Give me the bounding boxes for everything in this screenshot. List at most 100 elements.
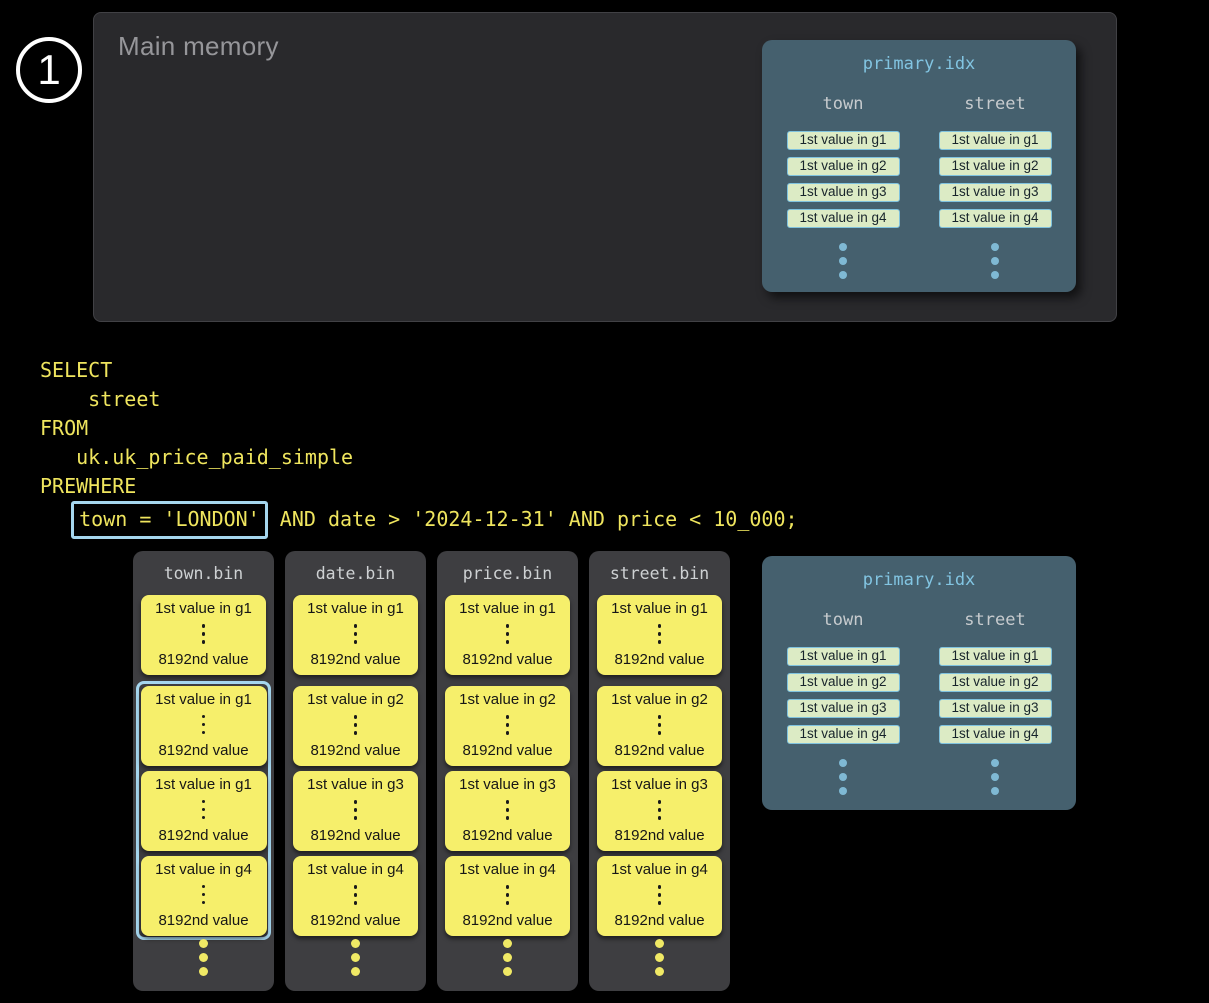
bin-column-town: town.bin 1st value in g1 8192nd value 1s… — [133, 551, 274, 991]
primary-idx-town-column: town 1st value in g1 1st value in g2 1st… — [786, 94, 900, 279]
granule-stack: 1st value in g1 8192nd value 1st value i… — [136, 595, 271, 940]
primary-idx-title: primary.idx — [862, 54, 976, 74]
ellipsis-dots-icon — [657, 624, 662, 644]
column-header-town: town — [822, 610, 864, 630]
index-mark-chip: 1st value in g4 — [938, 725, 1052, 744]
index-mark-chip: 1st value in g1 — [938, 647, 1052, 666]
granule-last-value: 8192nd value — [614, 827, 705, 844]
granule-first-value: 1st value in g2 — [459, 691, 556, 708]
granule-first-value: 1st value in g3 — [307, 776, 404, 793]
sql-line: PREWHERE — [40, 474, 137, 498]
bin-column-title: price.bin — [462, 564, 553, 583]
granule-first-value: 1st value in g1 — [611, 600, 708, 617]
granule-last-value: 8192nd value — [462, 651, 553, 668]
ellipsis-dots-icon — [839, 759, 847, 795]
granule-first-value: 1st value in g4 — [155, 860, 252, 878]
index-mark-chip: 1st value in g3 — [786, 183, 900, 202]
granule-first-value: 1st value in g1 — [459, 600, 556, 617]
granule-block: 1st value in g1 8192nd value — [293, 595, 418, 675]
sql-line: uk.uk_price_paid_simple — [40, 445, 354, 469]
index-mark-chip: 1st value in g1 — [938, 131, 1052, 150]
primary-idx-street-column: street 1st value in g1 1st value in g2 1… — [938, 94, 1052, 279]
granule-block: 1st value in g4 8192nd value — [293, 856, 418, 936]
index-mark-chip: 1st value in g4 — [938, 209, 1052, 228]
ellipsis-dots-icon — [839, 243, 847, 279]
granule-last-value: 8192nd value — [158, 911, 249, 929]
granule-block: 1st value in g2 8192nd value — [597, 686, 722, 766]
ellipsis-dots-icon — [353, 885, 358, 905]
granule-first-value: 1st value in g3 — [459, 776, 556, 793]
sql-line: SELECT — [40, 358, 113, 382]
index-mark-chip: 1st value in g2 — [786, 157, 900, 176]
ellipsis-dots-icon — [505, 885, 510, 905]
ellipsis-dots-icon — [437, 939, 578, 976]
granule-first-value: 1st value in g1 — [155, 690, 252, 708]
granule-first-value: 1st value in g1 — [155, 775, 252, 793]
ellipsis-dots-icon — [505, 715, 510, 735]
granule-block: 1st value in g4 8192nd value — [140, 855, 267, 936]
bin-column-date: date.bin 1st value in g1 8192nd value 1s… — [285, 551, 426, 991]
granule-last-value: 8192nd value — [158, 741, 249, 759]
granule-block: 1st value in g4 8192nd value — [597, 856, 722, 936]
index-mark-chip: 1st value in g4 — [786, 209, 900, 228]
granule-stack: 1st value in g1 8192nd value 1st value i… — [597, 595, 722, 936]
granule-first-value: 1st value in g1 — [307, 600, 404, 617]
index-mark-chip: 1st value in g2 — [938, 157, 1052, 176]
index-mark-chip: 1st value in g4 — [786, 725, 900, 744]
granule-last-value: 8192nd value — [310, 742, 401, 759]
ellipsis-dots-icon — [657, 885, 662, 905]
index-mark-chip: 1st value in g3 — [786, 699, 900, 718]
sql-query: SELECT street FROM uk.uk_price_paid_simpl… — [40, 356, 798, 539]
bin-column-title: town.bin — [163, 564, 244, 583]
granule-last-value: 8192nd value — [310, 827, 401, 844]
index-mark-chip: 1st value in g2 — [786, 673, 900, 692]
bin-column-street: street.bin 1st value in g1 8192nd value … — [589, 551, 730, 991]
sql-line: FROM — [40, 416, 89, 440]
bin-column-title: date.bin — [315, 564, 396, 583]
granule-last-value: 8192nd value — [310, 912, 401, 929]
granule-last-value: 8192nd value — [158, 826, 249, 844]
column-header-street: street — [964, 94, 1026, 114]
primary-idx-street-column: street 1st value in g1 1st value in g2 1… — [938, 610, 1052, 795]
granule-first-value: 1st value in g1 — [155, 600, 252, 617]
granule-last-value: 8192nd value — [614, 912, 705, 929]
granule-first-value: 1st value in g3 — [611, 776, 708, 793]
step-number-badge: 1 — [16, 37, 82, 103]
granule-first-value: 1st value in g4 — [307, 861, 404, 878]
granule-first-value: 1st value in g2 — [611, 691, 708, 708]
ellipsis-dots-icon — [657, 715, 662, 735]
bin-column-title: street.bin — [609, 564, 710, 583]
highlighted-predicate-box: town = 'LONDON' — [71, 501, 268, 539]
granule-last-value: 8192nd value — [310, 651, 401, 668]
ellipsis-dots-icon — [505, 800, 510, 820]
granule-last-value: 8192nd value — [614, 651, 705, 668]
sql-line: street — [40, 387, 161, 411]
ellipsis-dots-icon — [285, 939, 426, 976]
granule-first-value: 1st value in g4 — [611, 861, 708, 878]
main-memory-label: Main memory — [118, 31, 279, 61]
bin-column-price: price.bin 1st value in g1 8192nd value 1… — [437, 551, 578, 991]
granule-block: 1st value in g1 8192nd value — [141, 595, 266, 675]
granule-block: 1st value in g3 8192nd value — [597, 771, 722, 851]
granule-block: 1st value in g3 8192nd value — [293, 771, 418, 851]
ellipsis-dots-icon — [353, 800, 358, 820]
ellipsis-dots-icon — [353, 715, 358, 735]
primary-idx-panel-bottom: primary.idx town 1st value in g1 1st val… — [762, 556, 1076, 810]
primary-idx-columns: town 1st value in g1 1st value in g2 1st… — [762, 610, 1076, 795]
sql-condition-rest: AND date > '2024-12-31' AND price < 10_0… — [267, 507, 798, 531]
index-mark-chip: 1st value in g3 — [938, 699, 1052, 718]
primary-idx-town-column: town 1st value in g1 1st value in g2 1st… — [786, 610, 900, 795]
granule-stack: 1st value in g1 8192nd value 1st value i… — [293, 595, 418, 936]
column-header-street: street — [964, 610, 1026, 630]
granule-block: 1st value in g1 8192nd value — [445, 595, 570, 675]
ellipsis-dots-icon — [589, 939, 730, 976]
granule-last-value: 8192nd value — [462, 742, 553, 759]
primary-idx-columns: town 1st value in g1 1st value in g2 1st… — [762, 94, 1076, 279]
ellipsis-dots-icon — [353, 624, 358, 644]
selected-granules-outline: 1st value in g1 8192nd value 1st value i… — [136, 681, 271, 940]
ellipsis-dots-icon — [201, 884, 206, 905]
ellipsis-dots-icon — [991, 759, 999, 795]
step-number: 1 — [37, 46, 61, 93]
granule-stack: 1st value in g1 8192nd value 1st value i… — [445, 595, 570, 936]
